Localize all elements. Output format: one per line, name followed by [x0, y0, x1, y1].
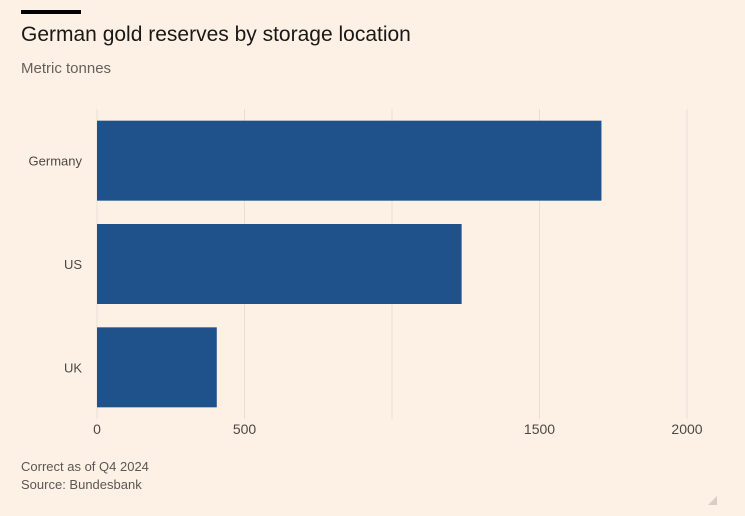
category-label-us: US [64, 257, 82, 272]
x-tick-label-500: 500 [233, 421, 257, 437]
header-rule [21, 10, 81, 14]
footnote: Correct as of Q4 2024 [21, 459, 149, 474]
bar-uk [97, 327, 217, 408]
resize-handle-icon[interactable] [708, 496, 717, 505]
source-note: Source: Bundesbank [21, 477, 142, 492]
bars [97, 120, 602, 408]
category-label-uk: UK [64, 360, 82, 375]
chart-title: German gold reserves by storage location [21, 23, 411, 46]
bar-us [97, 224, 462, 304]
category-labels: Germany US UK [29, 154, 83, 376]
x-tick-label-0: 0 [93, 421, 101, 437]
x-tick-label-2000: 2000 [671, 421, 702, 437]
category-label-germany: Germany [29, 154, 83, 169]
x-axis-tick-labels: 0 500 1500 2000 [93, 421, 703, 437]
chart-subtitle: Metric tonnes [21, 60, 112, 77]
bar-germany [97, 120, 602, 201]
x-tick-label-1500: 1500 [524, 421, 555, 437]
